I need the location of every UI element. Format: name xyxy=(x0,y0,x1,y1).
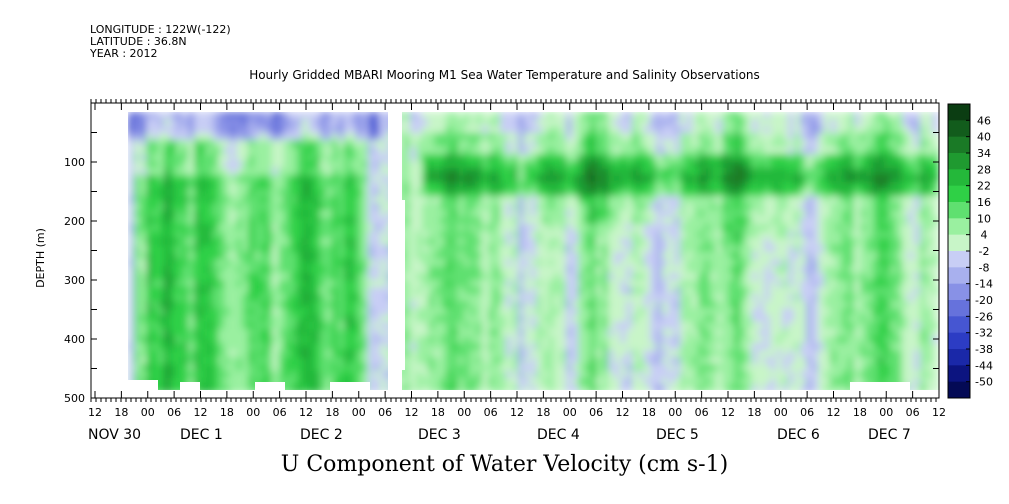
colorbar-label: -38 xyxy=(975,343,993,356)
x-tick-label: 00 xyxy=(563,406,577,419)
colorbar-label: 40 xyxy=(977,131,991,144)
x-tick-label: 06 xyxy=(695,406,709,419)
colorbar-swatch xyxy=(948,316,970,334)
colorbar-swatch xyxy=(948,136,970,154)
x-tick-label: 12 xyxy=(510,406,524,419)
velocity-field xyxy=(91,103,939,398)
y-tick-label: 200 xyxy=(64,215,85,228)
x-tick-label: 12 xyxy=(194,406,208,419)
colorbar-label: 4 xyxy=(981,229,988,242)
colorbar-swatch xyxy=(948,365,970,383)
x-tick-label: 06 xyxy=(378,406,392,419)
x-tick-label: 18 xyxy=(220,406,234,419)
x-tick-label: 18 xyxy=(431,406,445,419)
x-tick-label: 00 xyxy=(879,406,893,419)
colorbar-label: -14 xyxy=(975,278,993,291)
colorbar-swatch xyxy=(948,267,970,285)
x-day-label: DEC 6 xyxy=(777,427,820,443)
x-tick-label: 12 xyxy=(88,406,102,419)
x-tick-label: 06 xyxy=(167,406,181,419)
colorbar-label: -50 xyxy=(975,376,993,389)
x-tick-label: 18 xyxy=(642,406,656,419)
x-tick-label: 06 xyxy=(800,406,814,419)
x-tick-label: 12 xyxy=(299,406,313,419)
colorbar-label: -32 xyxy=(975,327,993,340)
colorbar-swatch xyxy=(948,332,970,350)
colorbar-swatch xyxy=(948,251,970,268)
x-day-label: DEC 1 xyxy=(180,427,223,443)
colorbar-label: 16 xyxy=(977,196,991,209)
x-tick-label: 18 xyxy=(114,406,128,419)
longitude-label: LONGITUDE : 122W(-122) xyxy=(90,23,231,36)
colorbar: 46 40 34 28 22 16 10 4 -2 -8 -14 -20 -26 -32 -38 -44 -50 xyxy=(947,103,993,399)
x-tick-label: 00 xyxy=(668,406,682,419)
x-axis-label: U Component of Water Velocity (cm s-1) xyxy=(280,452,729,477)
colorbar-swatch xyxy=(948,381,970,399)
colorbar-label: -20 xyxy=(975,294,993,307)
colorbar-swatch xyxy=(948,300,970,317)
no-data-left xyxy=(91,103,128,398)
x-tick-label: 06 xyxy=(906,406,920,419)
colorbar-label: 28 xyxy=(977,163,991,176)
x-tick-label: 00 xyxy=(141,406,155,419)
colorbar-label: -2 xyxy=(979,245,990,258)
x-tick-label: 18 xyxy=(853,406,867,419)
colorbar-label: 10 xyxy=(977,212,991,225)
y-tick-label: 100 xyxy=(64,156,85,169)
latitude-label: LATITUDE : 36.8N xyxy=(90,35,187,48)
chart-title: Hourly Gridded MBARI Mooring M1 Sea Wate… xyxy=(249,68,760,82)
colorbar-label: -26 xyxy=(975,310,993,323)
x-day-label: NOV 30 xyxy=(88,427,141,443)
x-tick-label: 06 xyxy=(589,406,603,419)
colorbar-swatch xyxy=(948,202,970,219)
year-label: YEAR : 2012 xyxy=(90,47,158,60)
x-day-label: DEC 3 xyxy=(418,427,461,443)
colorbar-label: -44 xyxy=(975,359,993,372)
y-tick-label: 400 xyxy=(64,333,85,346)
x-tick-label: 06 xyxy=(484,406,498,419)
x-tick-label: 18 xyxy=(747,406,761,419)
colorbar-swatch xyxy=(948,185,970,203)
x-tick-label: 12 xyxy=(616,406,630,419)
x-tick-label: 12 xyxy=(827,406,841,419)
colorbar-swatch xyxy=(948,153,970,170)
x-tick-label: 18 xyxy=(325,406,339,419)
x-tick-label: 00 xyxy=(457,406,471,419)
colorbar-label: 22 xyxy=(977,180,991,193)
colorbar-swatch xyxy=(948,349,970,366)
colorbar-swatch xyxy=(948,234,970,252)
colorbar-swatch xyxy=(948,104,970,121)
x-tick-label: 00 xyxy=(352,406,366,419)
x-day-label: DEC 5 xyxy=(656,427,699,443)
x-tick-label: 12 xyxy=(405,406,419,419)
x-tick-label: 00 xyxy=(246,406,260,419)
no-data-top xyxy=(91,103,939,112)
x-tick-label: 12 xyxy=(932,406,946,419)
colorbar-label: -8 xyxy=(979,261,990,274)
colorbar-label: 34 xyxy=(977,147,991,160)
colorbar-swatch xyxy=(948,120,970,138)
x-tick-label: 12 xyxy=(721,406,735,419)
velocity-cells xyxy=(128,112,939,393)
y-axis-label: DEPTH (m) xyxy=(34,228,47,288)
colorbar-swatch xyxy=(948,218,970,236)
x-day-label: DEC 2 xyxy=(300,427,343,443)
y-tick-label: 300 xyxy=(64,274,85,287)
no-data-bottom xyxy=(91,390,939,398)
no-data-gap xyxy=(397,200,405,370)
x-tick-label: 00 xyxy=(774,406,788,419)
colorbar-swatch xyxy=(948,283,970,301)
x-tick-label: 06 xyxy=(273,406,287,419)
colorbar-swatch xyxy=(948,169,970,187)
x-day-label: DEC 7 xyxy=(868,427,911,443)
y-tick-label: 500 xyxy=(64,392,85,405)
x-day-label: DEC 4 xyxy=(537,427,580,443)
x-tick-label: 18 xyxy=(536,406,550,419)
colorbar-label: 46 xyxy=(977,114,991,127)
